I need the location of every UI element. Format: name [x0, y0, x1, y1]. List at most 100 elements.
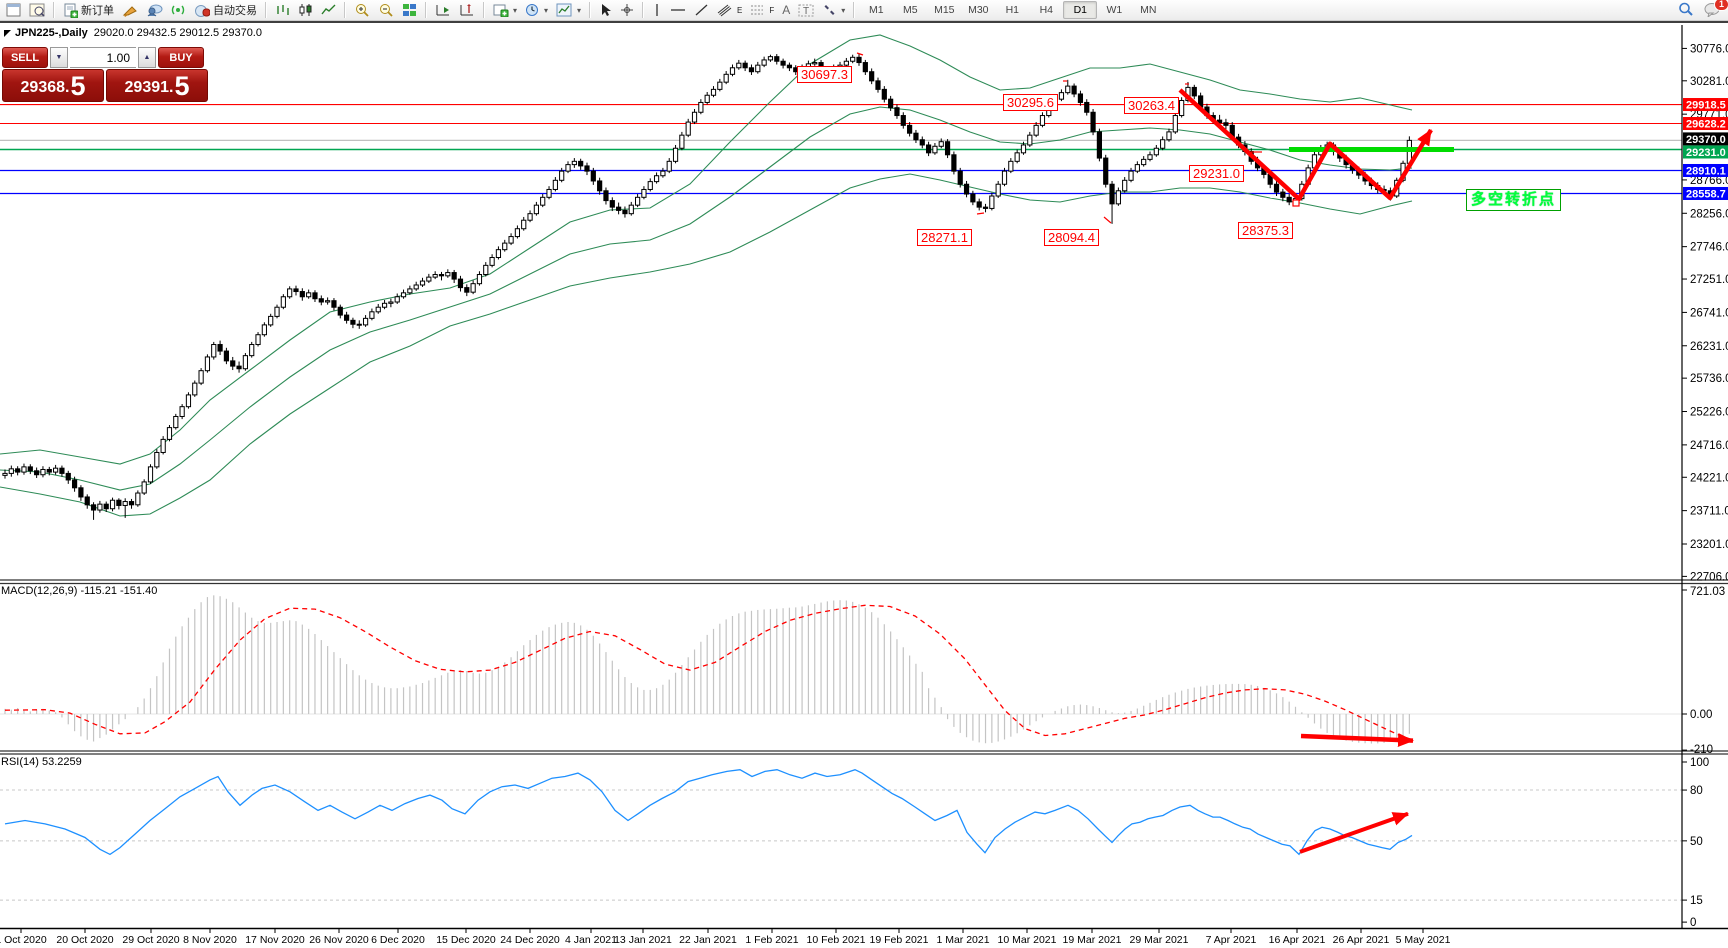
cursor-icon[interactable]	[595, 2, 616, 18]
tick-chart-icon[interactable]	[25, 2, 49, 18]
price-annotation-30295[interactable]: 30295.6	[1003, 94, 1058, 111]
new-order-button[interactable]: 新订单	[59, 1, 118, 19]
rsi-trend-arrow[interactable]	[1299, 811, 1409, 854]
svg-text:13 Jan 2021: 13 Jan 2021	[614, 934, 672, 946]
volume-decrease-button[interactable]: ▼	[50, 47, 68, 68]
chart-window: 30776.0 30281.0 29771.0 28766.0 28256.0 27746…	[0, 21, 1728, 948]
trendline-icon[interactable]	[690, 2, 713, 18]
price-annotation-28375[interactable]: 28375.3	[1238, 222, 1293, 239]
svg-text:28766.0: 28766.0	[1690, 175, 1728, 187]
timeframe-h4[interactable]: H4	[1039, 4, 1054, 16]
svg-text:26231.0: 26231.0	[1690, 341, 1728, 353]
notifications-chat-icon[interactable]: 1	[1704, 0, 1728, 20]
bollinger-bands	[0, 34, 1413, 517]
timeframe-mn[interactable]: MN	[1140, 4, 1157, 16]
price-annotation-28271[interactable]: 28271.1	[917, 229, 972, 246]
svg-text:5 May 2021: 5 May 2021	[1396, 934, 1451, 946]
rsi-line	[4, 768, 1413, 856]
buy-price-pip: 5	[174, 71, 190, 101]
macd-axis[interactable]: 721.03 0.00 -210	[1682, 586, 1725, 756]
timeframe-w1[interactable]: W1	[1106, 4, 1123, 16]
macd-trend-arrow[interactable]	[1300, 733, 1414, 748]
svg-text:23201.0: 23201.0	[1690, 539, 1728, 551]
buy-price-panel[interactable]: 29391. 5	[106, 69, 208, 102]
timeframe-m5[interactable]: M5	[903, 4, 918, 16]
svg-text:25736.0: 25736.0	[1690, 373, 1728, 385]
rsi-indicator-label: RSI(14) 53.2259	[1, 756, 82, 768]
svg-text:29628.2: 29628.2	[1686, 119, 1726, 131]
svg-text:17 Nov 2020: 17 Nov 2020	[245, 934, 305, 946]
crayon-styles-icon[interactable]	[118, 3, 142, 18]
price-axis[interactable]: 30776.030281.029771.028766.028256.027746…	[1682, 43, 1728, 583]
svg-text:28910.1: 28910.1	[1686, 165, 1726, 177]
new-chart-icon[interactable]: ▾	[489, 2, 521, 18]
date-axis[interactable]: 1 Oct 2020 20 Oct 2020 29 Oct 2020 8 Nov 20…	[0, 928, 1451, 947]
new-order-label: 新订单	[81, 5, 114, 17]
buy-price: 29391.	[124, 79, 174, 96]
equidistant-channel-icon[interactable]: E	[713, 2, 746, 18]
volume-increase-button[interactable]: ▲	[138, 47, 156, 68]
chart-title: JPN225-,Daily 29020.0 29432.5 29012.5 29…	[4, 27, 262, 39]
svg-text:27251.0: 27251.0	[1690, 274, 1728, 286]
svg-text:25226.0: 25226.0	[1690, 407, 1728, 419]
annotation-leaders	[856, 52, 1300, 224]
svg-text:1 Oct 2020: 1 Oct 2020	[0, 934, 47, 946]
svg-text:20 Oct 2020: 20 Oct 2020	[56, 934, 113, 946]
chart-symbol: JPN225-,Daily	[15, 27, 88, 39]
arrows-tool-icon[interactable]: ▾	[818, 2, 849, 18]
chart-window-icon[interactable]	[2, 2, 25, 18]
timeframe-m1[interactable]: M1	[869, 4, 884, 16]
svg-text:6 Dec 2020: 6 Dec 2020	[371, 934, 425, 946]
notification-badge: 1	[1713, 0, 1728, 11]
svg-text:16 Apr 2021: 16 Apr 2021	[1269, 934, 1326, 946]
sell-price-panel[interactable]: 29368. 5	[2, 69, 104, 102]
timeframe-d1[interactable]: D1	[1063, 1, 1098, 19]
chart-shift-icon[interactable]	[455, 2, 479, 18]
svg-text:30776.0: 30776.0	[1690, 43, 1728, 55]
zoom-out-icon[interactable]	[374, 2, 398, 18]
rsi-pane[interactable]	[0, 768, 1682, 901]
zoom-in-icon[interactable]	[350, 2, 374, 18]
text-tool-icon[interactable]: A	[778, 2, 794, 18]
vertical-line-icon[interactable]	[648, 2, 666, 18]
buy-button[interactable]: BUY	[158, 47, 204, 68]
svg-text:1 Feb 2021: 1 Feb 2021	[745, 934, 798, 946]
signals-icon[interactable]	[167, 2, 190, 18]
bar-chart-icon[interactable]	[271, 2, 294, 18]
timeframe-m15[interactable]: M15	[934, 4, 955, 16]
svg-text:4 Jan 2021: 4 Jan 2021	[565, 934, 617, 946]
search-icon[interactable]	[1678, 2, 1694, 20]
fibonacci-icon[interactable]: F	[746, 2, 778, 18]
svg-text:22 Jan 2021: 22 Jan 2021	[679, 934, 737, 946]
candlestick-chart-icon[interactable]	[294, 2, 317, 18]
chart-canvas[interactable]: 30776.030281.029771.028766.028256.027746…	[0, 23, 1728, 948]
tile-windows-icon[interactable]	[398, 2, 421, 18]
crosshair-icon[interactable]	[616, 2, 638, 18]
chart-profile-icon[interactable]: ▾	[552, 2, 585, 18]
rsi-axis[interactable]: 100 80 50 15 0	[1682, 757, 1709, 929]
timeframe-h1[interactable]: H1	[1005, 4, 1020, 16]
svg-text:8 Nov 2020: 8 Nov 2020	[183, 934, 237, 946]
volume-input[interactable]	[70, 47, 136, 68]
line-chart-icon[interactable]	[317, 2, 340, 18]
autotrading-button[interactable]: 自动交易	[190, 1, 261, 19]
macd-pane[interactable]	[0, 595, 1682, 748]
price-annotation-30263[interactable]: 30263.4	[1124, 97, 1179, 114]
horizontal-line-icon[interactable]	[666, 2, 690, 18]
autoscroll-icon[interactable]	[431, 2, 455, 18]
svg-text:T: T	[803, 6, 809, 17]
timeframe-m30[interactable]: M30	[968, 4, 989, 16]
community-icon[interactable]	[142, 2, 167, 18]
text-label-tool-icon[interactable]: T	[794, 2, 818, 18]
price-annotation-28094[interactable]: 28094.4	[1044, 229, 1099, 246]
one-click-collapse-icon[interactable]	[4, 29, 11, 37]
price-annotation-30697[interactable]: 30697.3	[797, 66, 852, 83]
trend-turning-point-note[interactable]: 多空转折点	[1466, 189, 1562, 211]
svg-text:0: 0	[1690, 917, 1696, 929]
channel-letter: E	[737, 5, 743, 15]
price-annotation-29231[interactable]: 29231.0	[1189, 165, 1244, 182]
price-zigzag-arrow[interactable]	[1178, 88, 1433, 202]
sell-button[interactable]: SELL	[2, 47, 48, 68]
period-clock-icon[interactable]: ▾	[521, 2, 552, 18]
